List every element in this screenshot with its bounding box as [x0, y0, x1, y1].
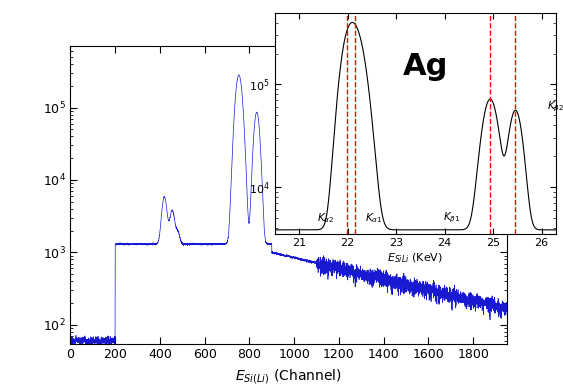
X-axis label: $E_{Si(Li)}$ (Channel): $E_{Si(Li)}$ (Channel) [235, 367, 342, 386]
Text: $K_{\alpha2}$: $K_{\alpha2}$ [317, 212, 334, 225]
Text: $K_{\beta1}$: $K_{\beta1}$ [443, 211, 461, 225]
X-axis label: $E_{SiLi}$ (KeV): $E_{SiLi}$ (KeV) [387, 251, 444, 265]
Text: $K_{\beta2}$: $K_{\beta2}$ [547, 100, 563, 114]
Text: Ag: Ag [403, 52, 448, 81]
Text: $K_{\alpha1}$: $K_{\alpha1}$ [365, 212, 383, 225]
